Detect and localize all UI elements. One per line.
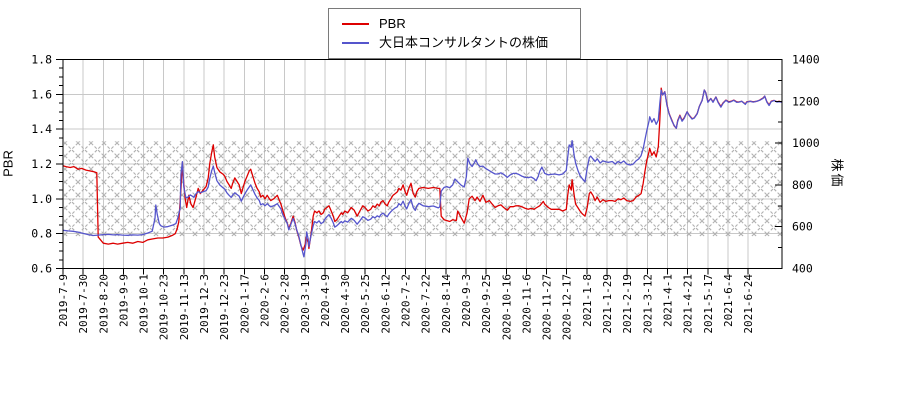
svg-text:2021-1-8: 2021-1-8 [581, 274, 594, 327]
svg-text:2021-4-1: 2021-4-1 [661, 274, 674, 327]
svg-text:2020-6-12: 2020-6-12 [379, 274, 392, 334]
svg-text:2020-4-30: 2020-4-30 [339, 274, 352, 334]
legend-label-pbr: PBR [379, 16, 406, 31]
svg-text:2019-8-20: 2019-8-20 [97, 274, 110, 334]
svg-text:0.8: 0.8 [31, 227, 52, 241]
svg-text:2020-10-16: 2020-10-16 [500, 274, 513, 340]
svg-text:2019-7-9: 2019-7-9 [57, 274, 70, 327]
svg-text:2020-9-25: 2020-9-25 [480, 274, 493, 334]
svg-text:400: 400 [792, 262, 813, 276]
svg-text:2020-11-6: 2020-11-6 [520, 274, 533, 334]
svg-text:2020-1-17: 2020-1-17 [238, 274, 251, 334]
svg-text:1.6: 1.6 [31, 87, 52, 101]
legend-item-pbr: PBR [342, 14, 572, 33]
svg-text:800: 800 [792, 178, 813, 192]
svg-text:2021-6-24: 2021-6-24 [742, 274, 755, 334]
svg-text:2020-5-25: 2020-5-25 [359, 274, 372, 334]
svg-text:2020-9-3: 2020-9-3 [460, 274, 473, 327]
svg-text:2021-6-4: 2021-6-4 [722, 274, 735, 327]
svg-text:2021-3-12: 2021-3-12 [641, 274, 654, 334]
svg-text:2019-9-9: 2019-9-9 [117, 274, 130, 327]
svg-text:2020-7-2: 2020-7-2 [400, 274, 413, 327]
svg-text:2020-12-17: 2020-12-17 [561, 274, 574, 340]
svg-text:2021-5-17: 2021-5-17 [702, 274, 715, 334]
svg-text:2020-3-19: 2020-3-19 [299, 274, 312, 334]
svg-text:2020-4-9: 2020-4-9 [319, 274, 332, 327]
svg-text:2021-2-19: 2021-2-19 [621, 274, 634, 334]
legend-label-stock-price: 大日本コンサルタントの株価 [379, 35, 549, 50]
pbr-line-sample-icon [342, 22, 369, 25]
axis-ticks [56, 59, 782, 275]
svg-text:600: 600 [792, 220, 813, 234]
svg-text:2020-8-14: 2020-8-14 [440, 274, 453, 334]
svg-text:2019-10-1: 2019-10-1 [138, 274, 151, 334]
svg-text:2019-12-3: 2019-12-3 [198, 274, 211, 334]
svg-text:2020-2-28: 2020-2-28 [279, 274, 292, 334]
right-axis-title: 株価 [829, 158, 845, 189]
svg-text:1.8: 1.8 [31, 53, 52, 67]
svg-text:1.2: 1.2 [31, 157, 52, 171]
legend-item-stock-price: 大日本コンサルタントの株価 [342, 33, 572, 52]
svg-text:1200: 1200 [792, 94, 820, 108]
series-line-stock-price [62, 89, 783, 258]
svg-text:1400: 1400 [792, 53, 820, 67]
svg-text:2020-11-27: 2020-11-27 [541, 274, 554, 340]
stock-line-sample-icon [342, 41, 369, 44]
svg-text:2021-1-29: 2021-1-29 [601, 274, 614, 334]
chart-legend: PBR 大日本コンサルタントの株価 [328, 8, 581, 59]
svg-text:2020-2-6: 2020-2-6 [258, 274, 271, 327]
svg-text:2021-4-21: 2021-4-21 [682, 274, 695, 334]
svg-text:2019-12-23: 2019-12-23 [218, 274, 231, 340]
svg-text:2019-10-23: 2019-10-23 [158, 274, 171, 340]
svg-text:1000: 1000 [792, 136, 820, 150]
svg-text:1.4: 1.4 [31, 122, 52, 136]
left-axis-title: PBR [0, 150, 16, 177]
hatched-pbr-band [64, 141, 782, 237]
svg-text:0.6: 0.6 [31, 262, 52, 276]
svg-text:2019-7-30: 2019-7-30 [77, 274, 90, 334]
svg-text:2020-7-22: 2020-7-22 [420, 274, 433, 334]
svg-text:1.0: 1.0 [31, 192, 52, 206]
svg-text:2019-11-13: 2019-11-13 [178, 274, 191, 340]
axis-tick-labels: 0.6 0.8 1.0 1.2 1.4 1.6 1.8 400 600 800 1000 1200 14… [31, 53, 820, 341]
